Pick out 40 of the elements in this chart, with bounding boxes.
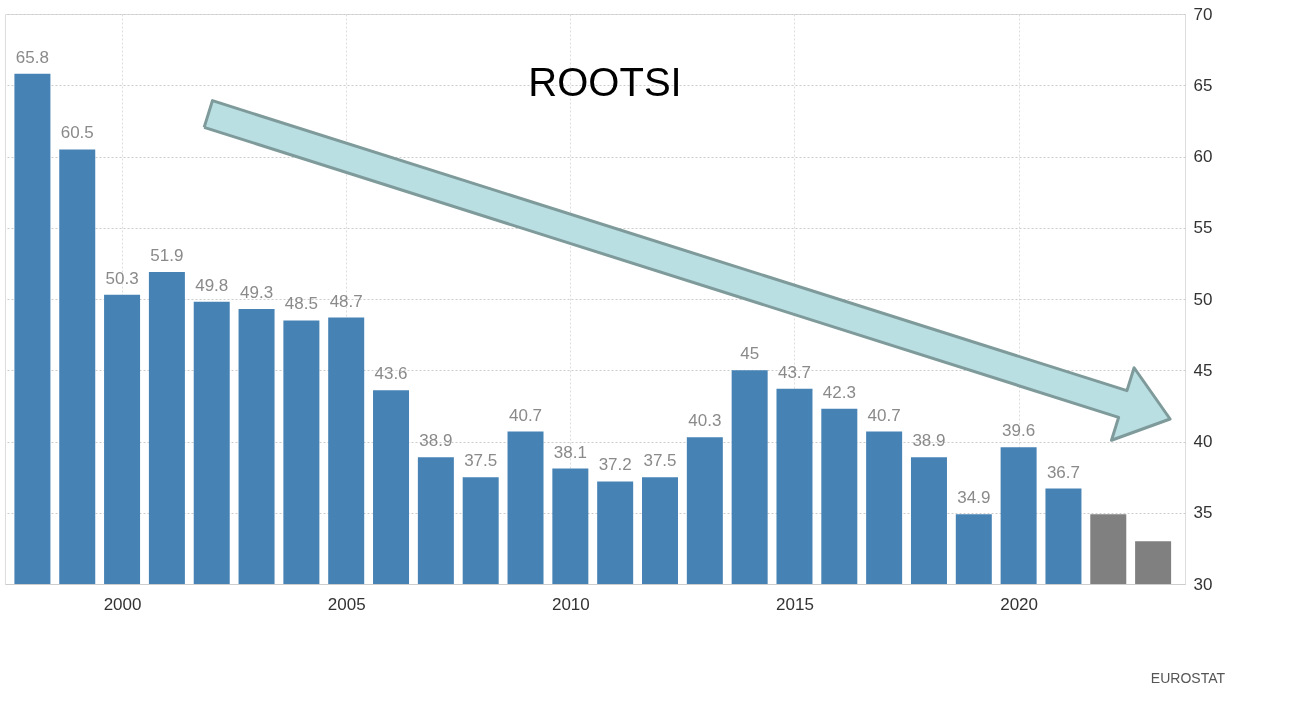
data-label: 38.9 <box>419 431 453 451</box>
data-label: 42.3 <box>822 382 856 402</box>
y-tick-label: 30 <box>1193 574 1213 594</box>
text: EUROSTAT <box>1150 670 1226 686</box>
x-tick-label: 2010 <box>551 594 590 614</box>
y-tick-label: 45 <box>1193 360 1213 380</box>
x-tick-label: 2000 <box>103 594 142 614</box>
data-label: 37.2 <box>598 455 632 475</box>
y-tick-label: 40 <box>1193 432 1213 451</box>
x-tick-label: 2020 <box>1000 594 1039 614</box>
data-label: 40.7 <box>867 405 901 425</box>
data-label: 49.8 <box>195 275 229 295</box>
data-label: 38.1 <box>553 442 587 462</box>
data-label: 49.3 <box>240 282 274 302</box>
y-tick-label: 50 <box>1193 289 1213 309</box>
data-label: 48.7 <box>329 291 363 311</box>
data-label: 43.7 <box>777 362 812 382</box>
data-label: 60.5 <box>60 123 94 143</box>
y-tick-label: 70 <box>1193 4 1213 24</box>
data-label: 50.3 <box>105 268 139 288</box>
y-tick-label: 65 <box>1193 75 1213 95</box>
data-label: 40.7 <box>508 405 543 425</box>
data-label: 38.9 <box>912 431 946 451</box>
y-tick-label: 60 <box>1193 147 1213 166</box>
data-label: 40.3 <box>688 411 722 431</box>
data-label: 37.5 <box>643 451 677 471</box>
data-label: 34.9 <box>957 488 991 508</box>
x-tick-label: 2015 <box>776 594 814 614</box>
data-label: 37.5 <box>464 451 498 471</box>
data-label: 45 <box>740 344 760 364</box>
data-label: 48.5 <box>284 294 318 314</box>
y-tick-label: 35 <box>1193 503 1213 523</box>
data-label: 39.6 <box>1002 421 1036 441</box>
data-label: 43.6 <box>374 364 408 384</box>
data-label: 65.8 <box>15 47 49 67</box>
data-label: 51.9 <box>150 245 184 265</box>
y-tick-label: 55 <box>1193 218 1213 238</box>
data-label: 36.7 <box>1046 462 1080 482</box>
x-tick-label: 2005 <box>327 594 366 614</box>
annotation: ROOTSI <box>528 60 682 104</box>
